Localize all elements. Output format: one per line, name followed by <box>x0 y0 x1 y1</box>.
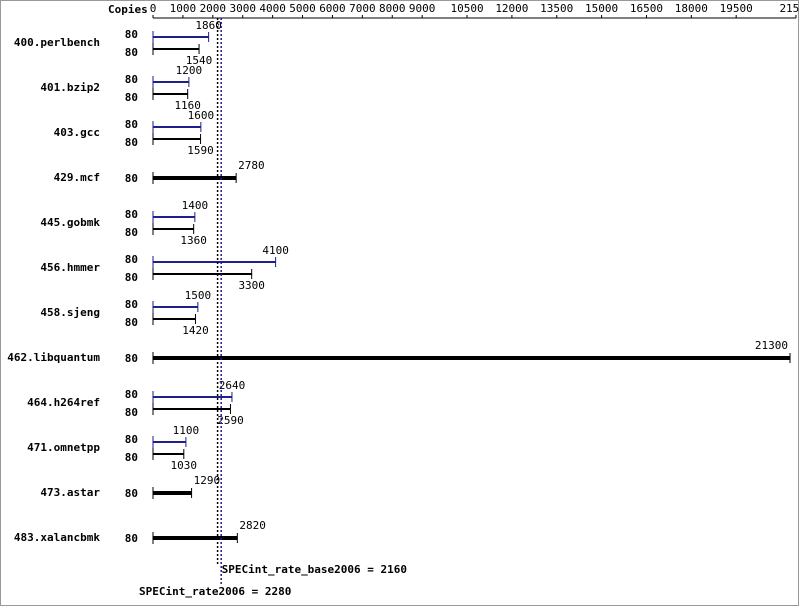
value-label: 1600 <box>188 109 215 122</box>
x-tick-label: 18000 <box>675 2 708 15</box>
copies: 80 <box>125 73 138 86</box>
value-label: 1100 <box>173 424 200 437</box>
x-tick-label: 21500 <box>779 2 799 15</box>
value-label: 21300 <box>755 339 788 352</box>
copies: 80 <box>125 253 138 266</box>
value-label: 2780 <box>238 159 265 172</box>
x-tick-label: 16500 <box>630 2 663 15</box>
copies: 80 <box>125 226 138 239</box>
copies: 80 <box>125 406 138 419</box>
value-label: 1030 <box>171 459 198 472</box>
x-tick-label: 6000 <box>319 2 346 15</box>
value-label: 1420 <box>182 324 209 337</box>
copies: 80 <box>125 352 138 365</box>
category-label: 483.xalancbmk <box>14 531 100 544</box>
copies: 80 <box>125 532 138 545</box>
copies: 80 <box>125 46 138 59</box>
value-label: 1540 <box>186 54 213 67</box>
copies: 80 <box>125 298 138 311</box>
x-tick-label: 7000 <box>349 2 376 15</box>
value-label: 1160 <box>174 99 201 112</box>
x-tick-label: 8000 <box>379 2 406 15</box>
category-label: 403.gcc <box>54 126 100 139</box>
value-label: 3300 <box>238 279 265 292</box>
value-label: 1200 <box>176 64 203 77</box>
category-label: 400.perlbench <box>14 36 100 49</box>
value-label: 2590 <box>217 414 244 427</box>
copies: 80 <box>125 487 138 500</box>
category-label: 473.astar <box>40 486 100 499</box>
copies: 80 <box>125 271 138 284</box>
value-label: 1360 <box>180 234 207 247</box>
category-label: 429.mcf <box>54 171 100 184</box>
copies: 80 <box>125 433 138 446</box>
x-tick-label: 15000 <box>585 2 618 15</box>
category-label: 401.bzip2 <box>40 81 100 94</box>
copies: 80 <box>125 28 138 41</box>
value-label: 1290 <box>194 474 221 487</box>
category-label: 464.h264ref <box>27 396 100 409</box>
x-tick-label: 3000 <box>229 2 256 15</box>
copies: 80 <box>125 388 138 401</box>
x-tick-label: 4000 <box>259 2 286 15</box>
value-label: 1500 <box>185 289 212 302</box>
reference-label: SPECint_rate_base2006 = 2160 <box>222 563 407 576</box>
category-label: 462.libquantum <box>7 351 100 364</box>
x-tick-label: 9000 <box>409 2 436 15</box>
x-tick-label: 2000 <box>200 2 227 15</box>
x-tick-label: 13500 <box>540 2 573 15</box>
category-label: 456.hmmer <box>40 261 100 274</box>
copies: 80 <box>125 316 138 329</box>
copies: 80 <box>125 91 138 104</box>
category-label: 471.omnetpp <box>27 441 100 454</box>
copies-header: Copies <box>108 3 148 16</box>
value-label: 1590 <box>187 144 214 157</box>
x-tick-label: 12000 <box>495 2 528 15</box>
x-tick-label: 1000 <box>170 2 197 15</box>
x-tick-label: 10500 <box>450 2 483 15</box>
reference-label: SPECint_rate2006 = 2280 <box>139 585 291 598</box>
copies: 80 <box>125 172 138 185</box>
copies: 80 <box>125 451 138 464</box>
x-tick-label: 5000 <box>289 2 316 15</box>
value-label: 2820 <box>239 519 266 532</box>
value-label: 2640 <box>219 379 246 392</box>
category-label: 445.gobmk <box>40 216 100 229</box>
x-tick-label: 0 <box>150 2 157 15</box>
copies: 80 <box>125 118 138 131</box>
value-label: 4100 <box>262 244 289 257</box>
copies: 80 <box>125 208 138 221</box>
x-tick-label: 19500 <box>720 2 753 15</box>
copies: 80 <box>125 136 138 149</box>
value-label: 1400 <box>182 199 209 212</box>
value-label: 1860 <box>195 19 222 32</box>
category-label: 458.sjeng <box>40 306 100 319</box>
